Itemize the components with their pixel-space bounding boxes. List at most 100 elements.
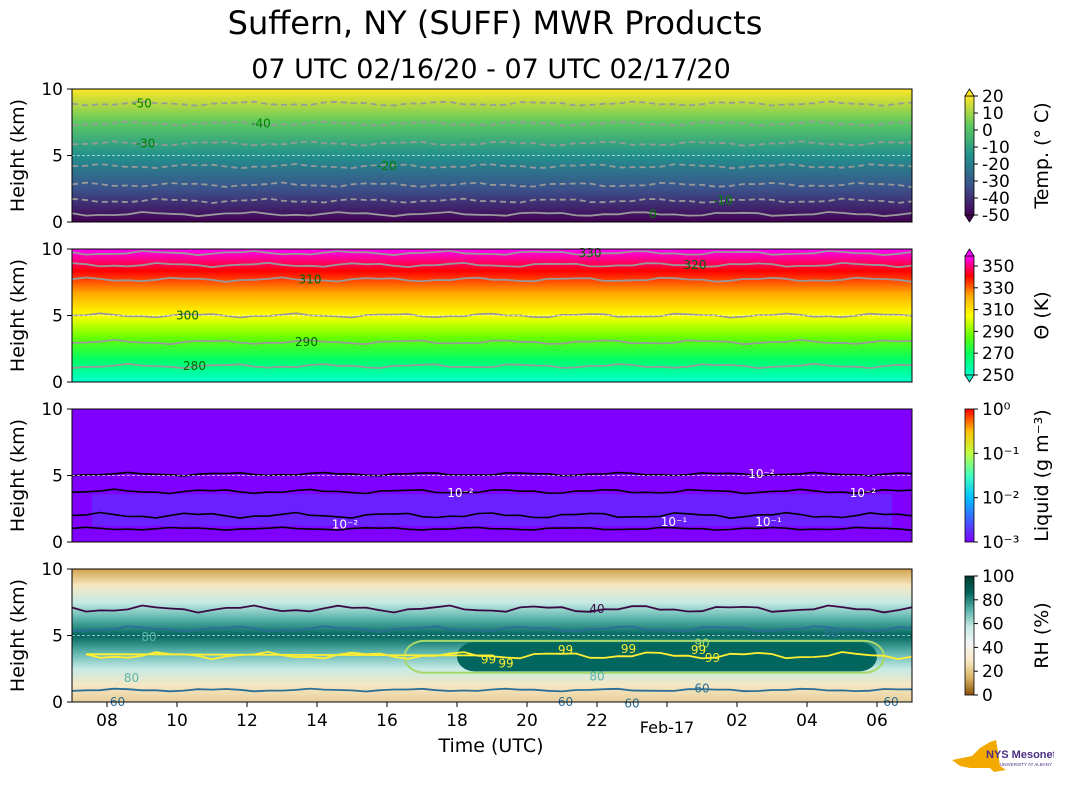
y-tick-label: 0 bbox=[52, 693, 63, 713]
contour-label: -10 bbox=[713, 194, 733, 208]
y-tick-label: 5 bbox=[52, 307, 63, 327]
colorbar-tick-label: 270 bbox=[982, 344, 1014, 364]
contour-label: 290 bbox=[295, 335, 318, 349]
colorbar-tick-label: 20 bbox=[982, 662, 1004, 682]
x-tick-label: 06 bbox=[866, 711, 888, 731]
colorbar-rh bbox=[964, 575, 975, 696]
x-tick-label: 12 bbox=[236, 711, 258, 731]
contour-label: 40 bbox=[589, 602, 604, 616]
contour-label: 99 bbox=[498, 656, 513, 670]
colorbar-tick-label: -40 bbox=[982, 189, 1010, 209]
y-tick-label: 0 bbox=[52, 373, 63, 393]
contour-label: 10⁻² bbox=[748, 467, 775, 481]
contour-label: 60 bbox=[694, 682, 709, 696]
isoline-4 bbox=[71, 261, 913, 269]
contour-label: 99 bbox=[705, 651, 720, 665]
y-axis-label: Height (km) bbox=[7, 99, 29, 212]
colorbar-tick-label: 310 bbox=[982, 301, 1014, 321]
colorbar-extend-top bbox=[964, 88, 975, 97]
contour-label: -20 bbox=[377, 159, 397, 173]
colorbar-tick-label: -30 bbox=[982, 172, 1010, 192]
contour-label: 10⁻¹ bbox=[755, 515, 782, 529]
colorbar-theta bbox=[964, 255, 975, 376]
y-tick-label: 10 bbox=[41, 400, 63, 420]
contour-label: 80 bbox=[589, 670, 604, 684]
logo-subtext: UNIVERSITY AT ALBANY bbox=[1000, 762, 1052, 767]
colorbar-extend-bottom bbox=[964, 214, 975, 223]
x-tick-label: 04 bbox=[796, 711, 818, 731]
contour-label: 60 bbox=[824, 626, 839, 640]
contour-label: 80 bbox=[141, 630, 156, 644]
x-tick-label: Feb-17 bbox=[640, 718, 694, 737]
contour-label: 99 bbox=[481, 652, 496, 666]
isoline-1 bbox=[71, 338, 913, 346]
contour-label: 10⁻¹ bbox=[661, 515, 688, 529]
colorbar-label: Liquid (g m⁻³) bbox=[1031, 409, 1053, 541]
colorbar-tick-label: 20 bbox=[982, 87, 1004, 107]
isoline-5 bbox=[71, 249, 913, 257]
y-tick-label: 0 bbox=[52, 533, 63, 553]
colorbar-tick-label: -10 bbox=[982, 138, 1010, 158]
contour-label: 300 bbox=[176, 309, 199, 323]
contour-label: -50 bbox=[132, 97, 152, 111]
colorbar-temperature bbox=[964, 95, 975, 216]
liquid-contour-mid bbox=[71, 488, 913, 495]
colorbar-label: Temp. (° C) bbox=[1031, 102, 1053, 209]
colorbar-extend-top bbox=[964, 248, 975, 257]
x-tick-label: 20 bbox=[516, 711, 538, 731]
isoline-0 bbox=[71, 362, 913, 370]
y-tick-label: 10 bbox=[41, 240, 63, 260]
contour-label: 0 bbox=[649, 207, 657, 221]
liquid-contour-low bbox=[71, 511, 913, 520]
liquid-contour-base bbox=[71, 526, 913, 531]
colorbar-tick-label: 60 bbox=[982, 615, 1004, 635]
isoline-6 bbox=[71, 211, 913, 218]
liquid-layer bbox=[92, 494, 892, 527]
rh-saturated-core bbox=[457, 642, 877, 672]
contour-label: 10⁻² bbox=[332, 518, 359, 532]
contour-label: 99 bbox=[691, 643, 706, 657]
rh-contour-99 bbox=[85, 650, 913, 661]
nys-mesonet-logo: NYS Mesonet UNIVERSITY AT ALBANY bbox=[952, 740, 1054, 772]
y-tick-label: 5 bbox=[52, 147, 63, 167]
colorbar-tick-label: -20 bbox=[982, 155, 1010, 175]
contour-label: 280 bbox=[183, 359, 206, 373]
rh-contour-40 bbox=[71, 604, 913, 614]
isoline-4 bbox=[71, 181, 913, 188]
x-tick-label: 10 bbox=[166, 711, 188, 731]
colorbar-tick-label: 330 bbox=[982, 279, 1014, 299]
main-subtitle: 07 UTC 02/16/20 - 07 UTC 02/17/20 bbox=[251, 54, 731, 85]
main-title: Suffern, NY (SUFF) MWR Products bbox=[227, 4, 763, 42]
colorbar-tick-label: 0 bbox=[982, 686, 993, 706]
contour-label: 10⁻² bbox=[447, 486, 474, 500]
x-tick-label: 16 bbox=[376, 711, 398, 731]
x-axis-label: Time (UTC) bbox=[437, 735, 543, 757]
x-tick-label: 18 bbox=[446, 711, 468, 731]
contour-label: 310 bbox=[299, 273, 322, 287]
x-tick-label: 02 bbox=[726, 711, 748, 731]
x-tick-label: 22 bbox=[586, 711, 608, 731]
colorbar-tick-label: 80 bbox=[982, 591, 1004, 611]
ny-state-shape-icon bbox=[952, 740, 1006, 772]
colorbar-tick-label: 0 bbox=[982, 121, 993, 141]
y-tick-label: 10 bbox=[41, 560, 63, 580]
isoline-2 bbox=[71, 140, 913, 147]
isoline-3 bbox=[71, 163, 913, 170]
colorbar-tick-label: 250 bbox=[982, 366, 1014, 386]
colorbar-tick-label: 10⁻³ bbox=[982, 533, 1019, 553]
colorbar-tick-label: 10⁻¹ bbox=[982, 444, 1019, 464]
panel-liquid: 10⁻² 10⁻² 10⁻¹ 10⁻² 10⁻² 10⁻¹ 0 5 10 Height (km) 1… bbox=[7, 400, 1053, 553]
contour-label: -30 bbox=[136, 137, 156, 151]
y-axis-label: Height (km) bbox=[7, 259, 29, 372]
colorbar-label: RH (%) bbox=[1031, 602, 1053, 668]
colorbar-tick-label: 100 bbox=[982, 567, 1014, 587]
contour-label: 60 bbox=[624, 696, 639, 710]
y-axis-label: Height (km) bbox=[7, 419, 29, 532]
y-tick-label: 5 bbox=[52, 627, 63, 647]
colorbar-tick-label: 40 bbox=[982, 638, 1004, 658]
colorbar-tick-label: 290 bbox=[982, 322, 1014, 342]
